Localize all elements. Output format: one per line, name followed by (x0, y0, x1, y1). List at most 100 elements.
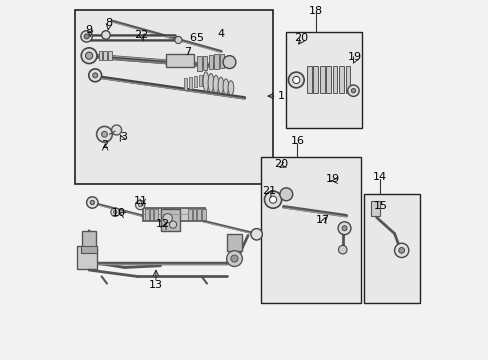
Text: 17: 17 (315, 215, 329, 225)
Bar (145, 209, 148, 220)
Circle shape (169, 221, 176, 228)
Bar (345, 66, 349, 93)
Bar (313, 66, 317, 93)
Text: 7: 7 (183, 47, 190, 57)
Bar (214, 54, 218, 68)
Bar (75, 10, 272, 184)
Bar (198, 75, 202, 86)
Bar (183, 78, 187, 90)
Circle shape (264, 191, 281, 208)
Circle shape (90, 201, 94, 204)
Text: 4: 4 (217, 28, 224, 39)
Ellipse shape (227, 81, 233, 95)
Text: 10: 10 (112, 208, 125, 218)
Bar (165, 54, 194, 67)
Circle shape (97, 126, 112, 142)
Text: 16: 16 (290, 136, 304, 147)
Circle shape (102, 31, 110, 39)
Circle shape (163, 213, 172, 223)
Text: 11: 11 (134, 197, 147, 206)
Ellipse shape (203, 72, 208, 91)
Bar (188, 77, 192, 89)
Circle shape (135, 201, 144, 210)
Text: 5: 5 (196, 33, 203, 43)
Circle shape (223, 56, 235, 68)
Circle shape (81, 31, 92, 42)
Circle shape (269, 196, 276, 203)
Text: 3: 3 (120, 132, 127, 142)
Circle shape (347, 85, 358, 96)
Text: 19: 19 (325, 174, 340, 184)
Circle shape (175, 36, 182, 44)
Bar (260, 157, 360, 303)
Circle shape (93, 73, 98, 78)
Text: 15: 15 (373, 201, 387, 211)
Text: 21: 21 (262, 186, 276, 196)
Text: 20: 20 (294, 33, 308, 43)
Circle shape (88, 69, 102, 82)
Bar (197, 57, 201, 71)
Circle shape (398, 248, 404, 253)
Circle shape (338, 246, 346, 254)
Bar (226, 234, 241, 251)
Circle shape (350, 89, 355, 93)
Circle shape (288, 72, 304, 88)
Circle shape (250, 229, 262, 240)
Circle shape (86, 197, 98, 208)
Circle shape (81, 48, 97, 64)
Text: 18: 18 (308, 6, 323, 17)
Text: 22: 22 (134, 30, 148, 40)
Bar (99, 51, 102, 60)
Circle shape (230, 255, 238, 262)
Circle shape (113, 210, 117, 214)
Bar (325, 66, 330, 93)
Circle shape (111, 208, 119, 216)
Circle shape (84, 34, 89, 39)
Circle shape (341, 226, 346, 231)
Circle shape (102, 131, 107, 137)
Bar (220, 54, 224, 68)
Text: 2: 2 (101, 140, 108, 150)
Text: 19: 19 (347, 53, 362, 63)
Bar (77, 247, 97, 269)
Text: 12: 12 (156, 219, 170, 229)
Circle shape (337, 222, 350, 235)
Bar (285, 32, 362, 128)
Ellipse shape (218, 77, 224, 94)
Bar (160, 209, 180, 231)
Bar (332, 66, 337, 93)
Bar (81, 246, 97, 253)
Bar (103, 51, 107, 60)
Circle shape (279, 188, 292, 201)
Bar (108, 51, 111, 60)
Bar (188, 209, 191, 220)
Bar (193, 76, 197, 87)
Circle shape (138, 203, 142, 207)
Bar (82, 231, 96, 248)
Bar (364, 194, 419, 303)
Text: 9: 9 (85, 25, 93, 35)
Bar (202, 209, 205, 220)
Text: 8: 8 (105, 18, 112, 28)
Circle shape (85, 52, 93, 59)
Bar (370, 201, 380, 216)
Ellipse shape (207, 73, 213, 92)
Text: 20: 20 (274, 159, 288, 169)
Ellipse shape (213, 75, 218, 93)
Bar (192, 209, 196, 220)
Bar (142, 207, 205, 221)
Bar (306, 66, 311, 93)
Bar (149, 209, 153, 220)
Bar (197, 209, 201, 220)
Text: 14: 14 (372, 172, 386, 182)
Text: 6: 6 (189, 33, 196, 43)
Circle shape (111, 125, 122, 135)
Text: 1: 1 (277, 91, 284, 101)
Circle shape (226, 251, 242, 266)
Bar (208, 55, 213, 69)
Bar (319, 66, 324, 93)
Text: 13: 13 (149, 280, 163, 291)
Bar (154, 209, 158, 220)
Circle shape (292, 76, 299, 84)
Ellipse shape (223, 79, 228, 94)
